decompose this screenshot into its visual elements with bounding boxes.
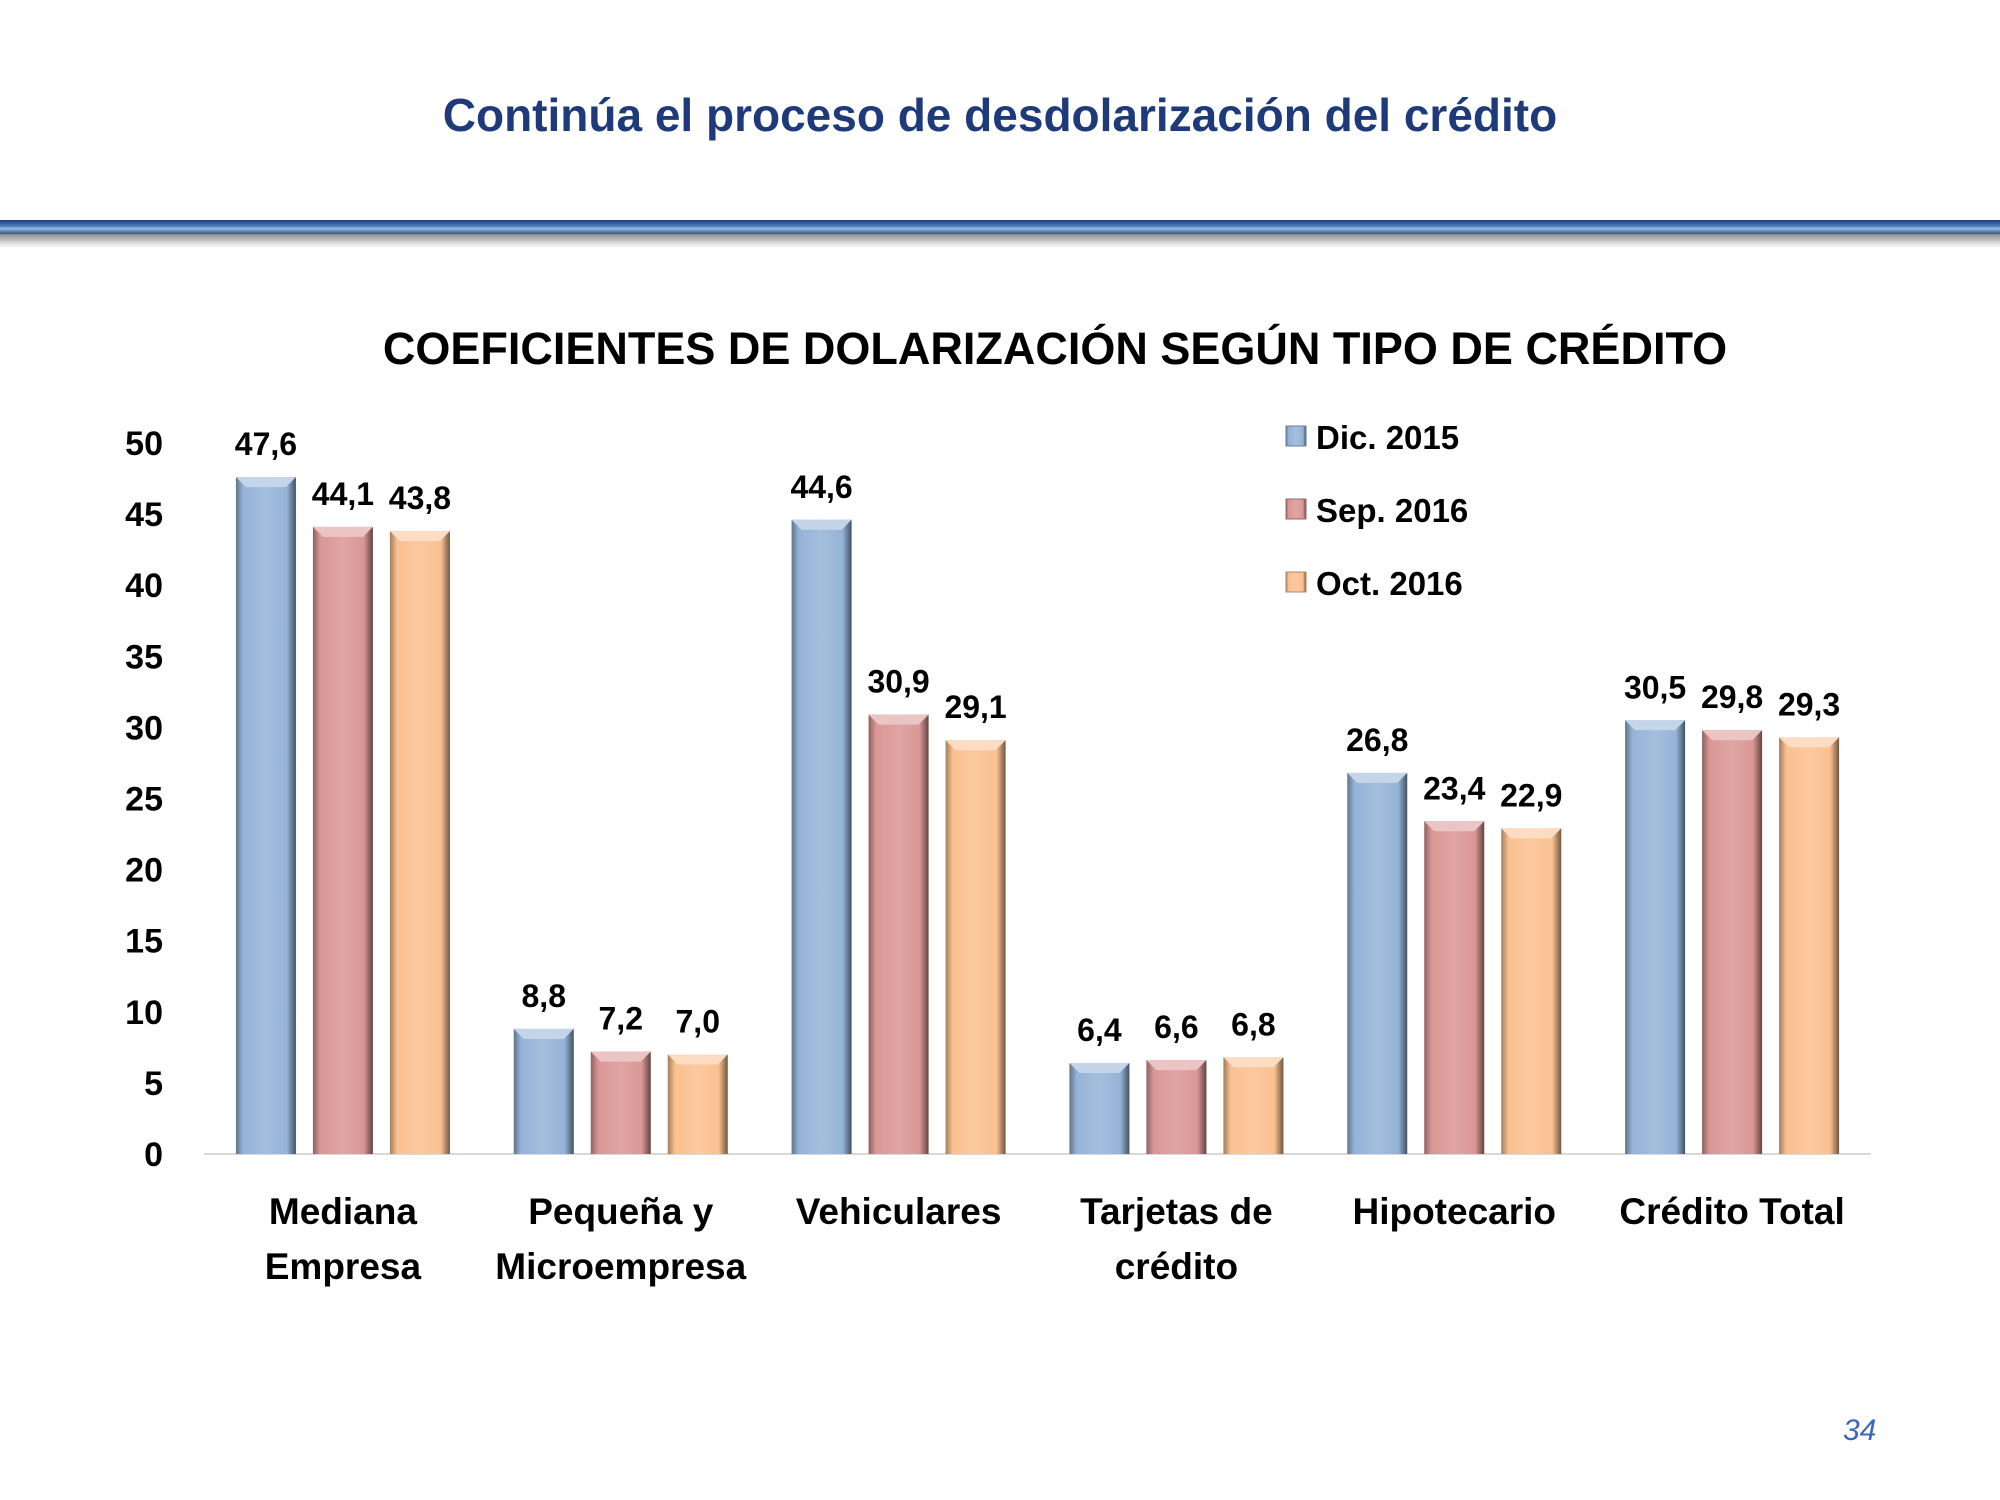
data-label: 8,8 [522, 978, 566, 1014]
x-tick-label: Empresa [265, 1246, 422, 1287]
y-tick-label: 50 [125, 425, 163, 463]
data-label: 7,2 [599, 1001, 643, 1037]
header-divider [0, 220, 2000, 234]
data-label: 43,8 [389, 480, 451, 516]
legend-label: Sep. 2016 [1316, 492, 1468, 529]
data-label: 30,5 [1624, 669, 1686, 705]
data-label: 6,6 [1154, 1009, 1198, 1045]
legend-swatch-icon [1285, 498, 1307, 520]
bar [1625, 720, 1686, 1154]
x-tick-label: Microempresa [495, 1246, 746, 1287]
legend-swatch-icon [1285, 571, 1307, 593]
y-tick-label: 25 [125, 781, 163, 819]
legend-swatch-icon [1285, 425, 1307, 447]
bar-bevel [1424, 821, 1485, 832]
bar [312, 526, 373, 1154]
data-label: 44,1 [312, 476, 374, 512]
bar-bevel [1347, 772, 1408, 783]
bar [1347, 772, 1408, 1154]
bar-bevel [389, 531, 450, 542]
x-tick-label: Mediana [269, 1191, 417, 1232]
bar [1146, 1060, 1207, 1154]
data-label: 26,8 [1346, 722, 1408, 758]
data-label: 47,6 [235, 426, 297, 462]
y-tick-label: 40 [125, 567, 163, 605]
bar [667, 1054, 728, 1154]
data-label: 29,1 [944, 689, 1006, 725]
chart-title: COEFICIENTES DE DOLARIZACIÓN SEGÚN TIPO … [383, 323, 1727, 374]
bar [513, 1028, 574, 1154]
bar [1424, 821, 1485, 1154]
header-divider-shadow [0, 234, 2000, 248]
x-tick-label: Vehiculares [796, 1191, 1002, 1232]
bar [1702, 730, 1763, 1154]
data-label: 22,9 [1500, 777, 1562, 813]
page-number: 34 [1843, 1414, 1877, 1447]
data-label: 23,4 [1423, 770, 1485, 806]
bar [1501, 828, 1562, 1154]
data-label: 6,8 [1231, 1006, 1275, 1042]
bar [945, 740, 1006, 1154]
data-label: 30,9 [867, 664, 929, 700]
data-label: 7,0 [676, 1003, 720, 1039]
bar-bevel [791, 519, 852, 530]
data-label: 44,6 [790, 469, 852, 505]
bar-bevel [1501, 828, 1562, 839]
y-tick-label: 35 [125, 638, 163, 676]
bar [389, 531, 450, 1154]
bar [1069, 1062, 1130, 1154]
bar-bevel [235, 477, 296, 488]
bar [590, 1051, 651, 1154]
slide-title: Continúa el proceso de desdolarización d… [442, 89, 1558, 141]
y-tick-label: 5 [144, 1065, 163, 1103]
y-tick-label: 10 [125, 994, 163, 1032]
y-tick-label: 15 [125, 923, 163, 961]
x-tick-label: Crédito Total [1619, 1191, 1844, 1232]
data-label: 29,3 [1778, 686, 1840, 722]
data-label: 29,8 [1701, 679, 1763, 715]
bar [1223, 1057, 1284, 1154]
bar-bevel [667, 1054, 728, 1065]
bar-bevel [1223, 1057, 1284, 1068]
bar-bevel [1625, 720, 1686, 731]
bar [868, 714, 929, 1154]
data-label: 6,4 [1077, 1012, 1122, 1048]
bar-bevel [1069, 1062, 1130, 1073]
bar-bevel [1702, 730, 1763, 741]
y-tick-label: 45 [125, 496, 163, 534]
bar-bevel [1146, 1060, 1207, 1071]
bar-bevel [1779, 737, 1840, 748]
legend-label: Dic. 2015 [1316, 419, 1459, 456]
bar [791, 519, 852, 1154]
bar-bevel [513, 1028, 574, 1039]
x-tick-label: Tarjetas de [1080, 1191, 1273, 1232]
bar-bevel [945, 740, 1006, 751]
bar-bevel [868, 714, 929, 725]
x-tick-label: Pequeña y [528, 1191, 713, 1232]
bar [235, 477, 296, 1154]
bar-bevel [312, 526, 373, 537]
x-tick-label: crédito [1115, 1246, 1238, 1287]
legend-label: Oct. 2016 [1316, 565, 1463, 602]
y-tick-label: 30 [125, 709, 163, 747]
y-tick-label: 0 [144, 1136, 163, 1174]
y-tick-label: 20 [125, 852, 163, 890]
bar-bevel [590, 1051, 651, 1062]
x-tick-label: Hipotecario [1352, 1191, 1556, 1232]
bar [1779, 737, 1840, 1154]
